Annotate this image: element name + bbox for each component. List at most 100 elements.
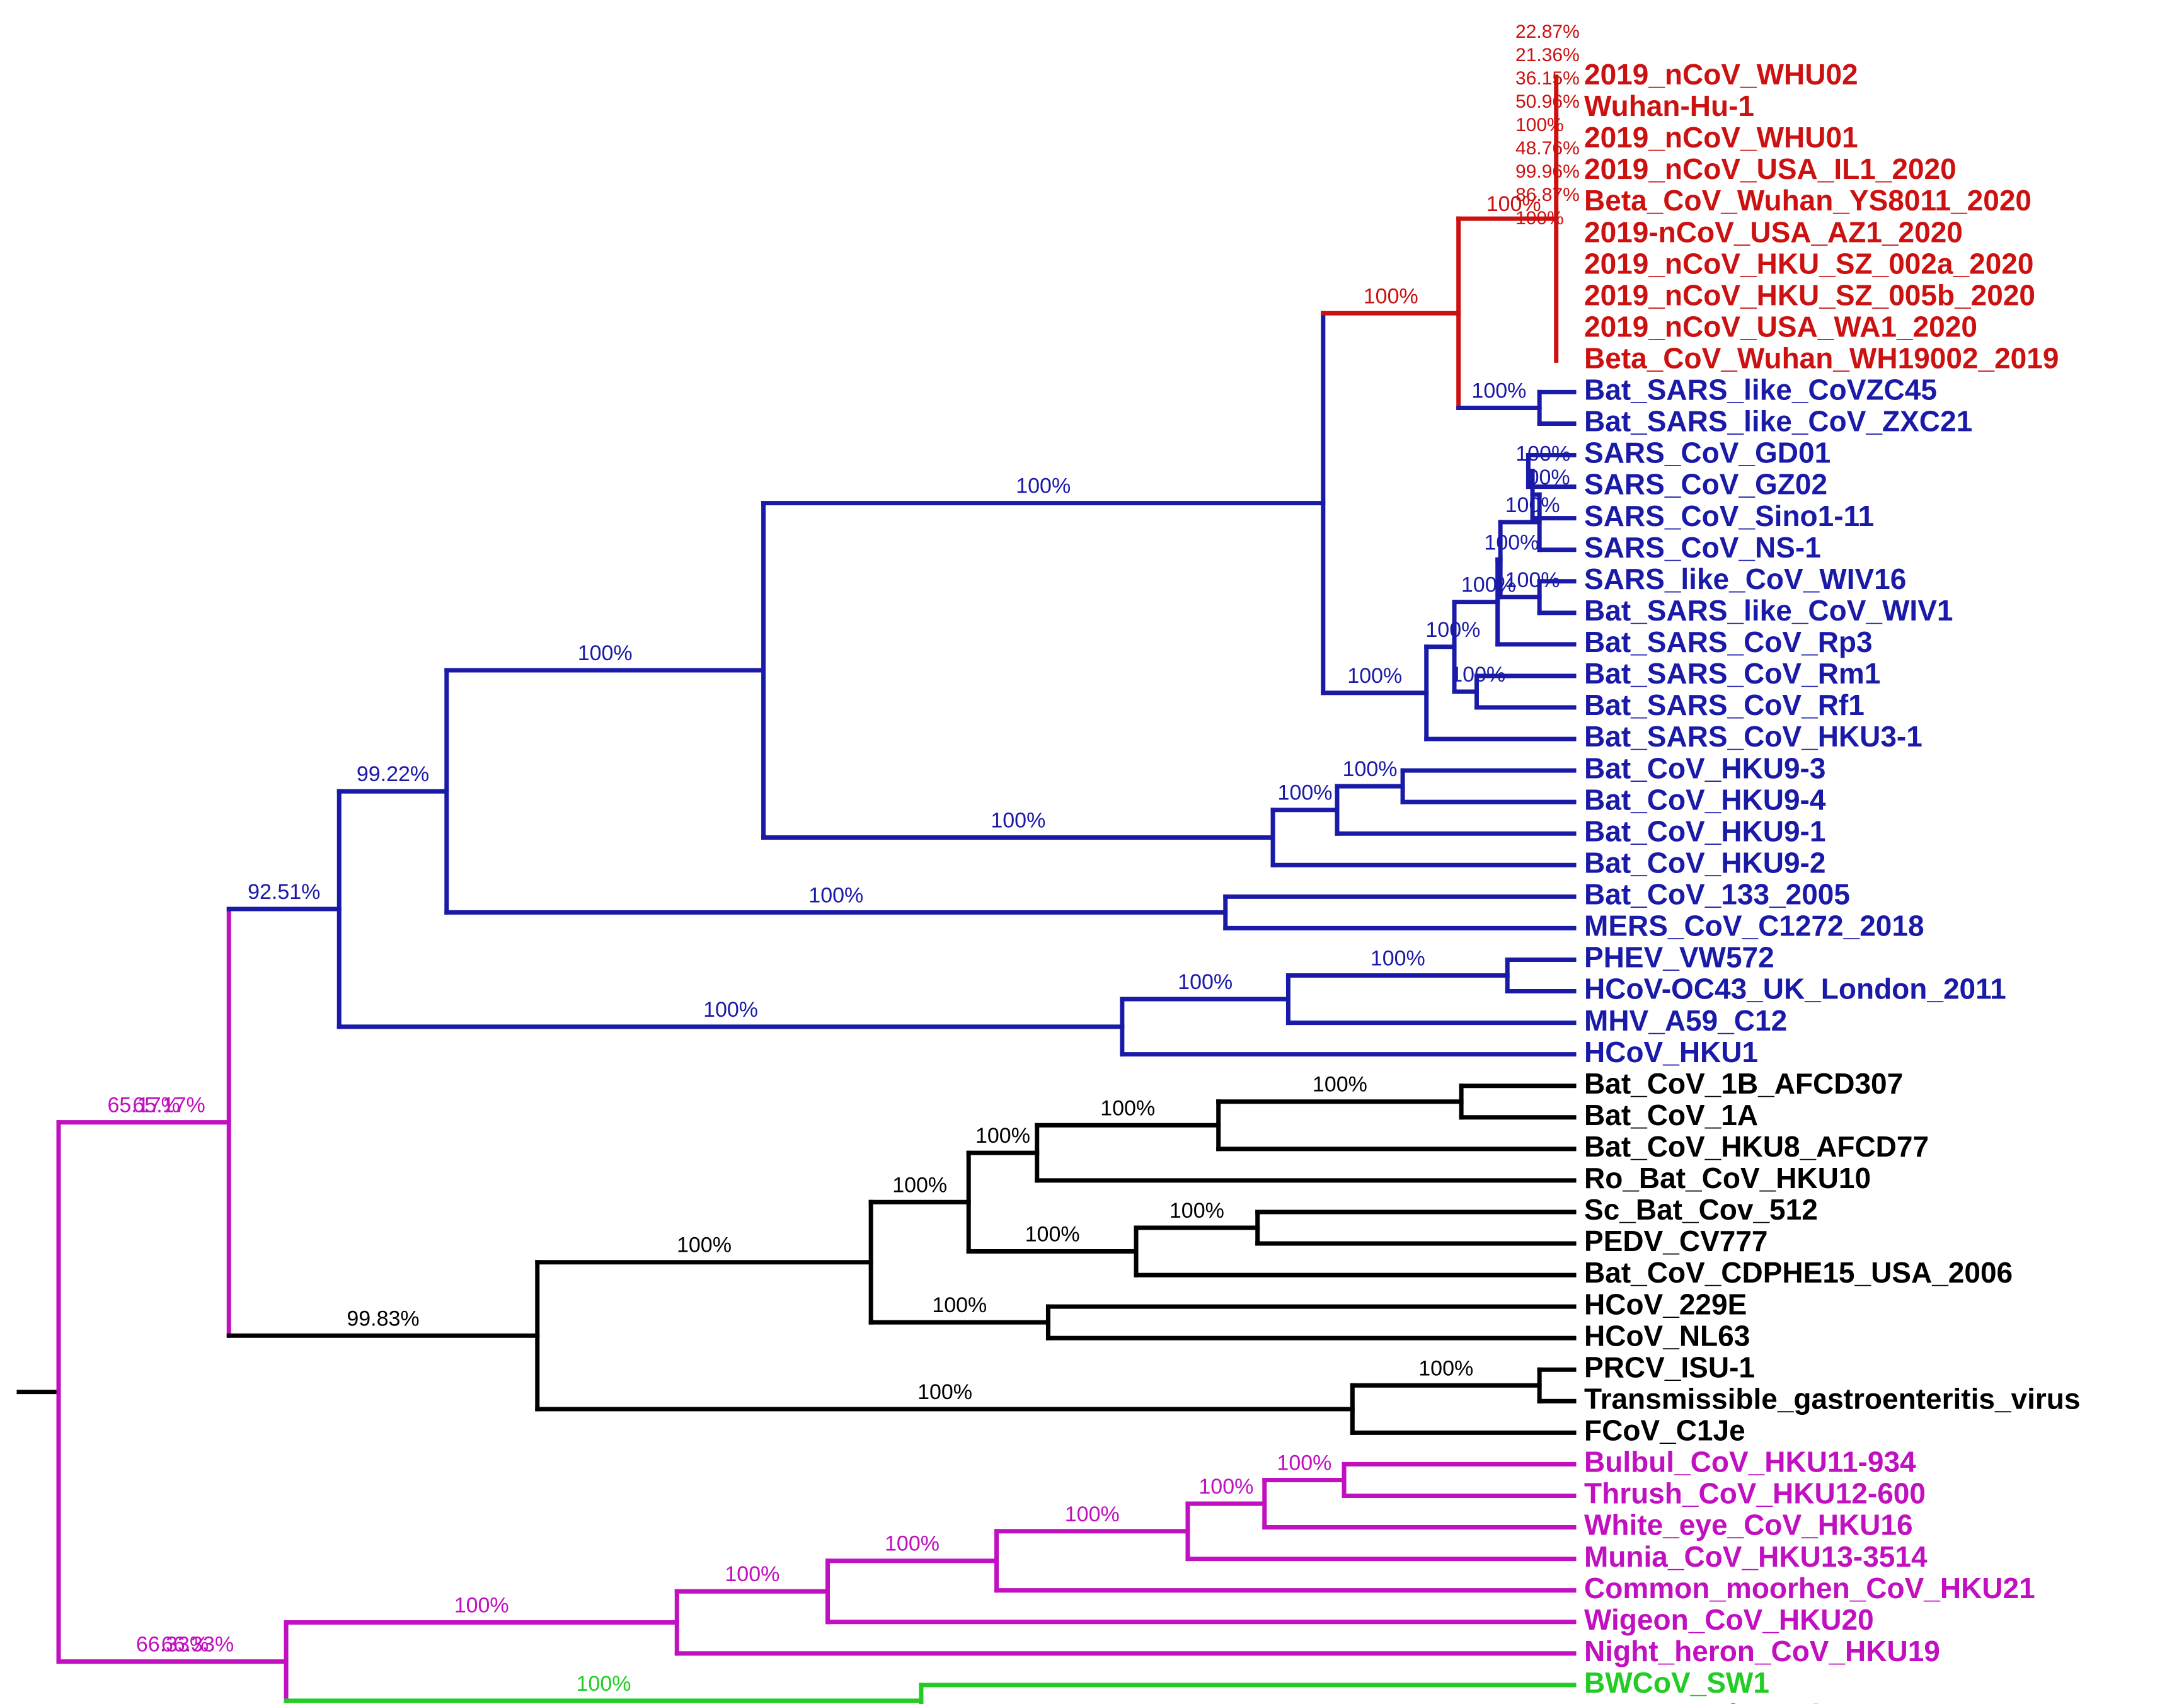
taxon-sars-cov-gd01: SARS_CoV_GD01 bbox=[1584, 437, 1831, 469]
taxon-fcov-c1je: FCoV_C1Je bbox=[1584, 1414, 1745, 1447]
support-label-hku9-top: 100% bbox=[1343, 757, 1398, 781]
support-label-alpha-all: 99.83% bbox=[347, 1307, 419, 1330]
taxon-ibv-beaudette-ck: IBV_Beaudette_CK bbox=[1584, 1698, 1847, 1704]
taxon-common-moorhen-cov-hku21: Common_moorhen_CoV_HKU21 bbox=[1584, 1572, 2035, 1604]
taxon-bulbul-cov-hku11-934: Bulbul_CoV_HKU11-934 bbox=[1584, 1446, 1916, 1478]
support-label-delta-e: 100% bbox=[1277, 1451, 1331, 1475]
taxon-bat-sars-like-covzc45: Bat_SARS_like_CoVZC45 bbox=[1584, 374, 1937, 406]
support-label-alpha-main: 100% bbox=[677, 1233, 732, 1257]
taxon-bat-sars-cov-hku3-1: Bat_SARS_CoV_HKU3-1 bbox=[1584, 720, 1922, 753]
support-label-zc45-pair: 100% bbox=[1471, 379, 1526, 403]
taxon-bat-sars-like-cov-zxc21: Bat_SARS_like_CoV_ZXC21 bbox=[1584, 405, 1972, 438]
taxon-ro-bat-cov-hku10: Ro_Bat_CoV_HKU10 bbox=[1584, 1162, 1871, 1194]
support-label-delta-d: 100% bbox=[1198, 1475, 1253, 1499]
taxon-bat-cov-1a: Bat_CoV_1A bbox=[1584, 1099, 1758, 1131]
taxon-wigeon-cov-hku20: Wigeon_CoV_HKU20 bbox=[1584, 1603, 1874, 1636]
support-label-sars-sino: 00% bbox=[1527, 466, 1570, 489]
taxon-thrush-cov-hku12-600: Thrush_CoV_HKU12-600 bbox=[1584, 1477, 1926, 1510]
taxon-phev-vw572: PHEV_VW572 bbox=[1584, 941, 1774, 974]
taxon-bat-cov-cdphe15-usa-2006: Bat_CoV_CDPHE15_USA_2006 bbox=[1584, 1256, 2013, 1289]
ncov-internal-support-label: 50.96% bbox=[1515, 91, 1580, 112]
support-label-sars-gz: 100% bbox=[1515, 442, 1570, 466]
taxon-bat-sars-cov-rf1: Bat_SARS_CoV_Rf1 bbox=[1584, 689, 1865, 721]
taxon-2019-ncov-usa-az1-2020: 2019-nCoV_USA_AZ1_2020 bbox=[1584, 215, 1963, 248]
tree-branches bbox=[16, 74, 1577, 1704]
ncov-internal-support-label: 48.76% bbox=[1515, 138, 1580, 159]
support-label-sars-clade: 100% bbox=[1347, 664, 1402, 688]
support-label-embeco: 100% bbox=[703, 998, 758, 1022]
support-label-tgev-group: 100% bbox=[917, 1380, 972, 1404]
ncov-internal-support-label: 21.36% bbox=[1515, 45, 1580, 66]
support-label-delta-b: 100% bbox=[885, 1532, 940, 1556]
taxon-2019-ncov-usa-wa1-2020: 2019_nCoV_USA_WA1_2020 bbox=[1584, 310, 1977, 343]
taxon-white-eye-cov-hku16: White_eye_CoV_HKU16 bbox=[1584, 1509, 1913, 1541]
taxon-2019-ncov-whu02: 2019_nCoV_WHU02 bbox=[1584, 58, 1858, 91]
taxon-bat-cov-hku9-2: Bat_CoV_HKU9-2 bbox=[1584, 846, 1825, 879]
support-label-beta-b: 100% bbox=[1016, 474, 1071, 498]
taxon-sc-bat-cov-512: Sc_Bat_Cov_512 bbox=[1584, 1193, 1818, 1226]
support-label-root-lower: 66.33% bbox=[161, 1633, 234, 1657]
taxon-mers-cov-c1272-2018: MERS_CoV_C1272_2018 bbox=[1584, 910, 1924, 942]
support-label-root-lower: 66.33% bbox=[136, 1633, 209, 1657]
ncov-internal-support-label: 100% bbox=[1515, 115, 1564, 135]
ncov-internal-support-label: 86.87% bbox=[1515, 185, 1580, 205]
taxon-beta-cov-wuhan-ys8011-2020: Beta_CoV_Wuhan_YS8011_2020 bbox=[1584, 184, 2032, 217]
taxon-bat-sars-cov-rm1: Bat_SARS_CoV_Rm1 bbox=[1584, 657, 1880, 690]
taxon-beta-cov-wuhan-wh19002-2019: Beta_CoV_Wuhan_WH19002_2019 bbox=[1584, 342, 2059, 375]
support-label-sars-wiv: 100% bbox=[1505, 568, 1560, 592]
taxon-2019-ncov-hku-sz-002a-2020: 2019_nCoV_HKU_SZ_002a_2020 bbox=[1584, 247, 2033, 280]
support-label-delta-a: 100% bbox=[725, 1562, 779, 1586]
support-label-alpha-b: 100% bbox=[892, 1173, 947, 1197]
support-label-sars-hku3: 100% bbox=[1425, 618, 1480, 642]
support-label-hku9-clade: 100% bbox=[991, 808, 1045, 832]
support-label-root-upper: 65.17% bbox=[132, 1094, 205, 1118]
taxon-hcov-oc43-uk-london-2011: HCoV-OC43_UK_London_2011 bbox=[1584, 973, 2006, 1005]
ncov-internal-support-label: 36.15% bbox=[1515, 68, 1580, 89]
taxon-bat-cov-hku9-1: Bat_CoV_HKU9-1 bbox=[1584, 815, 1825, 847]
taxon-prcv-isu-1: PRCV_ISU-1 bbox=[1584, 1351, 1755, 1383]
support-label-bat-1a1b: 100% bbox=[1313, 1073, 1367, 1097]
taxon-bat-sars-like-cov-wiv1: Bat_SARS_like_CoV_WIV1 bbox=[1584, 594, 1953, 627]
support-label-root-upper: 65.17% bbox=[107, 1094, 180, 1118]
support-label-beta-bcd: 99.22% bbox=[357, 762, 429, 786]
taxon-sars-cov-gz02: SARS_CoV_GZ02 bbox=[1584, 468, 1827, 501]
support-label-merbeco: 100% bbox=[808, 883, 863, 907]
taxon-transmissible-gastroenteritis-virus: Transmissible_gastroenteritis_virus bbox=[1584, 1382, 2080, 1415]
taxon-2019-ncov-whu01: 2019_nCoV_WHU01 bbox=[1584, 121, 1858, 154]
taxon-bat-sars-cov-rp3: Bat_SARS_CoV_Rp3 bbox=[1584, 626, 1873, 658]
support-label-sars-human: 100% bbox=[1505, 493, 1560, 517]
taxon-bat-cov-hku9-3: Bat_CoV_HKU9-3 bbox=[1584, 752, 1825, 784]
taxon-sars-like-cov-wiv16: SARS_like_CoV_WIV16 bbox=[1584, 563, 1906, 595]
support-label-sc-pedv: 100% bbox=[1170, 1199, 1224, 1223]
support-label-sars-core2: 100% bbox=[1484, 530, 1539, 554]
ncov-internal-support-label: 99.96% bbox=[1515, 161, 1580, 182]
support-label-sarbeco-2019: 100% bbox=[1364, 284, 1418, 308]
ncov-internal-support-label: 22.87% bbox=[1515, 21, 1580, 42]
support-label-hcov229: 100% bbox=[932, 1293, 987, 1317]
taxon-pedv-cv777: PEDV_CV777 bbox=[1584, 1225, 1768, 1257]
support-label-beta-all: 92.51% bbox=[248, 880, 320, 904]
support-label-sars-core: 100% bbox=[1461, 573, 1516, 597]
support-label-delta-c: 100% bbox=[1065, 1502, 1120, 1526]
support-label-delta-all: 100% bbox=[454, 1593, 509, 1617]
taxon-bat-cov-1b-afcd307: Bat_CoV_1B_AFCD307 bbox=[1584, 1067, 1903, 1100]
support-label-hku9-inner: 100% bbox=[1278, 781, 1333, 805]
support-label-alpha-a: 100% bbox=[975, 1124, 1030, 1148]
taxon-munia-cov-hku13-3514: Munia_CoV_HKU13-3514 bbox=[1584, 1540, 1928, 1573]
support-label-embeco-inner: 100% bbox=[1178, 970, 1233, 994]
support-label-tgev-pair: 100% bbox=[1418, 1356, 1473, 1380]
taxon-wuhan-hu-1: Wuhan-Hu-1 bbox=[1584, 89, 1754, 122]
support-label-pedv-group: 100% bbox=[1025, 1223, 1080, 1247]
support-label-phev-oc43: 100% bbox=[1371, 947, 1425, 971]
taxon-hcov-hku1: HCoV_HKU1 bbox=[1584, 1036, 1758, 1068]
taxon-mhv-a59-c12: MHV_A59_C12 bbox=[1584, 1004, 1787, 1037]
taxon-sars-cov-sino1-11: SARS_CoV_Sino1-11 bbox=[1584, 500, 1874, 532]
bootstrap-support-labels: 65.17% 92.51% 99.22% 100% 100% 100% 100% 100% 10… bbox=[107, 21, 1579, 1696]
taxon-bat-cov-hku8-afcd77: Bat_CoV_HKU8_AFCD77 bbox=[1584, 1130, 1929, 1163]
taxon-hcov-nl63: HCoV_NL63 bbox=[1584, 1319, 1750, 1352]
support-label-bat-hku8: 100% bbox=[1100, 1096, 1155, 1120]
taxon-bat-cov-133-2005: Bat_CoV_133_2005 bbox=[1584, 878, 1850, 911]
taxon-bat-cov-hku9-4: Bat_CoV_HKU9-4 bbox=[1584, 783, 1826, 816]
support-label-beta-bc: 100% bbox=[578, 641, 633, 665]
